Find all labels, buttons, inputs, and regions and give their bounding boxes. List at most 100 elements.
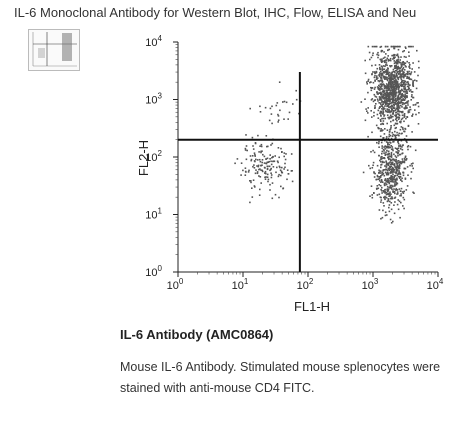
data-point — [256, 172, 259, 175]
data-point — [381, 69, 384, 72]
data-point — [406, 141, 408, 144]
data-point — [395, 61, 397, 63]
data-point — [374, 72, 377, 74]
data-point — [389, 65, 391, 67]
data-point — [406, 91, 408, 93]
data-point — [252, 145, 254, 147]
data-point — [396, 182, 399, 185]
data-point — [406, 116, 409, 118]
data-point — [389, 134, 392, 137]
data-point — [396, 45, 399, 48]
data-point — [396, 62, 399, 65]
data-point — [378, 89, 381, 91]
data-point — [395, 69, 397, 72]
data-point — [378, 74, 380, 77]
data-point — [264, 167, 266, 169]
data-point — [254, 154, 256, 156]
data-point — [390, 145, 393, 147]
data-point — [270, 174, 273, 176]
data-point — [383, 115, 385, 117]
data-point — [408, 70, 410, 73]
data-point — [394, 95, 397, 98]
data-point — [401, 61, 404, 64]
data-point — [273, 160, 276, 163]
data-point — [405, 189, 408, 191]
data-point — [387, 179, 389, 181]
data-point — [396, 82, 399, 84]
data-point — [410, 99, 412, 101]
data-point — [381, 66, 384, 68]
data-point — [382, 202, 385, 204]
data-point — [259, 168, 261, 170]
data-point — [415, 87, 418, 90]
data-point — [390, 171, 393, 173]
data-point — [370, 110, 372, 112]
data-point — [381, 103, 384, 105]
data-point — [387, 60, 390, 62]
data-point — [385, 99, 388, 102]
data-point — [401, 106, 403, 108]
data-point — [374, 107, 376, 109]
data-point — [381, 190, 383, 192]
data-point — [393, 99, 395, 101]
data-point — [388, 195, 390, 197]
data-point — [383, 107, 385, 109]
data-point — [258, 158, 261, 161]
data-point — [278, 173, 280, 176]
data-point — [403, 130, 405, 133]
data-point — [370, 86, 372, 89]
data-point — [387, 163, 390, 166]
data-point — [404, 106, 407, 109]
data-point — [376, 185, 379, 187]
data-point — [383, 196, 386, 199]
data-point — [389, 172, 392, 174]
data-point — [374, 80, 376, 82]
data-point — [408, 62, 410, 64]
data-point — [263, 162, 266, 164]
data-point — [283, 118, 285, 120]
data-point — [400, 194, 402, 197]
data-point — [393, 176, 396, 179]
data-point — [392, 97, 394, 99]
thumbnail-image[interactable] — [28, 29, 80, 71]
data-point — [400, 56, 402, 58]
data-point — [403, 99, 406, 101]
data-point — [378, 92, 380, 94]
data-point — [381, 216, 384, 219]
data-point — [399, 121, 402, 124]
data-point — [407, 111, 410, 114]
data-point — [246, 149, 248, 152]
data-point — [382, 75, 385, 78]
data-point — [397, 172, 399, 175]
data-point — [400, 73, 402, 76]
data-point — [265, 135, 268, 137]
data-point — [399, 176, 401, 178]
data-point — [379, 58, 382, 61]
data-point — [397, 154, 399, 157]
data-point — [408, 76, 410, 79]
data-point — [396, 96, 399, 99]
data-point — [407, 145, 410, 147]
data-point — [367, 107, 369, 109]
data-point — [268, 165, 271, 168]
data-point — [390, 208, 393, 211]
data-point — [386, 178, 389, 180]
data-point — [399, 165, 401, 167]
data-point — [271, 182, 274, 184]
data-point — [389, 163, 392, 166]
data-point — [378, 180, 381, 182]
data-point — [412, 85, 415, 87]
data-point — [277, 121, 279, 123]
data-point — [376, 78, 378, 80]
data-point — [403, 50, 405, 52]
data-point — [381, 58, 383, 60]
data-point — [396, 177, 398, 180]
data-point — [391, 197, 393, 200]
data-point — [278, 165, 281, 168]
data-point — [397, 167, 400, 170]
data-point — [384, 61, 386, 64]
data-point — [271, 105, 273, 108]
data-point — [385, 110, 388, 113]
data-point — [390, 76, 392, 78]
data-point — [374, 86, 376, 89]
